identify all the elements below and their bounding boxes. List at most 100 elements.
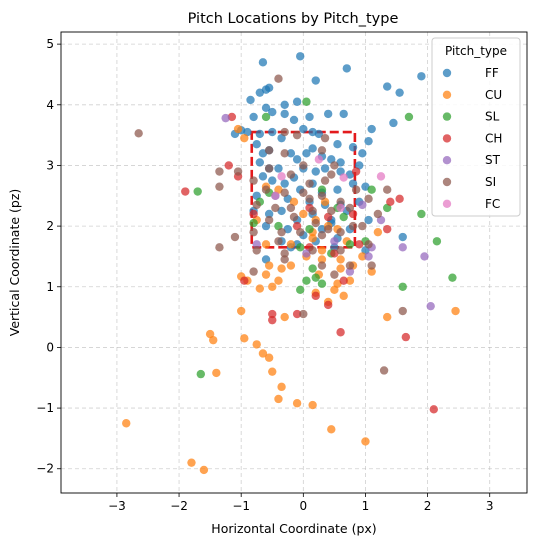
data-point: [196, 369, 205, 379]
legend-marker: [442, 68, 452, 78]
data-point: [280, 179, 289, 188]
y-axis-label: Vertical Coordinate (pz): [7, 189, 22, 337]
data-point: [187, 458, 196, 467]
data-point: [308, 144, 317, 153]
data-point: [258, 172, 268, 181]
chart-title: Pitch Locations by Pitch_type: [188, 11, 399, 27]
data-point: [283, 224, 292, 234]
data-point: [358, 149, 367, 158]
y-tick-label: 3: [46, 158, 54, 172]
legend-marker: [442, 199, 452, 208]
data-point: [236, 306, 246, 316]
data-point: [364, 240, 373, 249]
data-point: [286, 170, 296, 179]
data-point: [317, 261, 327, 270]
data-point: [317, 231, 327, 240]
data-point: [395, 88, 404, 97]
data-point: [286, 240, 296, 249]
legend-item-cu: CU: [442, 88, 502, 102]
data-point: [323, 109, 333, 119]
data-point: [323, 224, 333, 234]
data-point: [317, 191, 327, 200]
data-point: [364, 194, 373, 204]
data-point: [261, 185, 271, 194]
data-point: [336, 203, 345, 213]
data-point: [280, 149, 289, 158]
data-point: [249, 176, 258, 185]
data-point: [252, 240, 261, 249]
legend: Pitch_type FF CU SL CH ST SI FC: [431, 37, 521, 217]
data-point: [268, 309, 277, 319]
data-point: [330, 161, 339, 170]
data-point: [224, 161, 233, 170]
data-point: [305, 179, 314, 188]
x-tick-label: 2: [424, 499, 432, 513]
data-point: [274, 237, 283, 246]
data-point: [274, 394, 283, 404]
data-point: [296, 52, 305, 61]
data-point: [264, 146, 274, 155]
data-point: [348, 143, 358, 152]
data-point: [432, 237, 442, 246]
legend-item-ff: FF: [442, 66, 499, 80]
data-point: [264, 209, 274, 219]
data-point: [302, 249, 311, 258]
data-point: [351, 185, 361, 194]
y-tick-label: 2: [46, 219, 54, 233]
data-point: [296, 227, 305, 237]
data-point: [401, 332, 411, 342]
data-point: [280, 127, 289, 137]
data-point: [249, 112, 258, 122]
data-point: [268, 315, 277, 325]
data-point: [299, 188, 308, 197]
data-point: [364, 252, 373, 261]
data-point: [268, 367, 277, 376]
x-tick-label: 3: [486, 499, 494, 513]
data-point: [336, 197, 345, 207]
data-point: [317, 255, 327, 264]
data-point: [345, 276, 355, 285]
data-point: [274, 276, 283, 285]
legend-item-sl: SL: [442, 110, 500, 124]
data-point: [367, 185, 376, 194]
data-point: [383, 224, 392, 234]
data-point: [292, 309, 302, 319]
data-point: [258, 58, 268, 67]
data-point: [305, 194, 314, 204]
legend-label: CH: [485, 131, 502, 145]
x-tick-label: −3: [108, 499, 126, 513]
data-point: [292, 97, 302, 106]
data-point: [280, 255, 289, 264]
data-point: [345, 261, 355, 270]
data-point: [358, 252, 367, 261]
axis-ticks: −3 −2 −1 0 1 2 3 −2 −1 0 1 2 3 4 5: [36, 37, 493, 513]
data-point: [230, 232, 240, 242]
data-point: [373, 227, 383, 237]
data-point: [296, 243, 305, 252]
data-point: [134, 129, 143, 138]
data-point: [327, 170, 336, 179]
data-point: [268, 176, 277, 185]
data-point: [227, 112, 237, 122]
data-point: [258, 349, 268, 358]
data-point: [426, 301, 435, 311]
data-point: [330, 237, 339, 246]
y-tick-label: −1: [36, 401, 54, 415]
data-point: [280, 249, 289, 258]
legend-label: FF: [485, 66, 499, 80]
data-point: [351, 167, 361, 176]
data-point: [330, 249, 339, 258]
data-point: [215, 182, 224, 191]
data-point: [299, 209, 308, 219]
data-point: [240, 334, 249, 343]
data-point: [221, 113, 230, 123]
data-point: [193, 187, 202, 196]
data-point: [398, 306, 407, 316]
data-point: [286, 149, 296, 158]
data-point: [280, 109, 289, 119]
data-point: [299, 124, 308, 134]
data-point: [339, 173, 348, 182]
series-fc: [271, 155, 386, 213]
